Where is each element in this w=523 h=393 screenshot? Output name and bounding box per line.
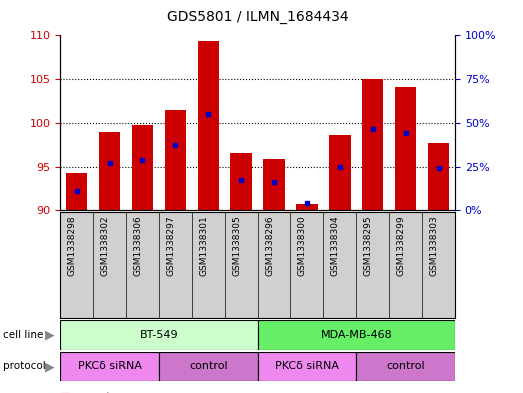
- Bar: [362, 79, 383, 210]
- Text: PKCδ siRNA: PKCδ siRNA: [77, 362, 142, 371]
- Bar: [257, 352, 356, 381]
- Text: control: control: [386, 362, 425, 371]
- Text: control: control: [189, 362, 228, 371]
- Text: BT-549: BT-549: [140, 330, 178, 340]
- Bar: [395, 87, 416, 210]
- Bar: [165, 110, 186, 210]
- Text: GSM1338296: GSM1338296: [265, 215, 274, 276]
- Text: GSM1338304: GSM1338304: [331, 215, 340, 276]
- Bar: [132, 125, 153, 210]
- Bar: [296, 204, 317, 210]
- Text: GDS5801 / ILMN_1684434: GDS5801 / ILMN_1684434: [167, 9, 348, 24]
- Bar: [264, 159, 285, 210]
- Bar: [257, 320, 455, 350]
- Bar: [99, 132, 120, 210]
- Text: GSM1338306: GSM1338306: [133, 215, 142, 276]
- Text: cell line: cell line: [3, 330, 43, 340]
- Bar: [66, 173, 87, 210]
- Text: GSM1338305: GSM1338305: [232, 215, 241, 276]
- Text: count: count: [81, 392, 110, 393]
- Bar: [428, 143, 449, 210]
- Text: GSM1338295: GSM1338295: [363, 215, 373, 276]
- Bar: [329, 135, 350, 210]
- Text: PKCδ siRNA: PKCδ siRNA: [275, 362, 339, 371]
- Text: GSM1338303: GSM1338303: [429, 215, 439, 276]
- Text: ▶: ▶: [46, 360, 55, 373]
- Bar: [60, 320, 257, 350]
- Text: GSM1338299: GSM1338299: [396, 215, 406, 276]
- Text: GSM1338297: GSM1338297: [166, 215, 175, 276]
- Bar: [356, 352, 455, 381]
- Text: GSM1338301: GSM1338301: [199, 215, 208, 276]
- Bar: [198, 42, 219, 210]
- Text: MDA-MB-468: MDA-MB-468: [321, 330, 392, 340]
- Bar: [60, 352, 159, 381]
- Bar: [159, 352, 257, 381]
- Text: protocol: protocol: [3, 362, 46, 371]
- Bar: [231, 152, 252, 210]
- Text: ■: ■: [60, 392, 71, 393]
- Text: GSM1338300: GSM1338300: [298, 215, 307, 276]
- Text: GSM1338298: GSM1338298: [67, 215, 76, 276]
- Text: GSM1338302: GSM1338302: [100, 215, 109, 276]
- Text: ▶: ▶: [46, 329, 55, 342]
